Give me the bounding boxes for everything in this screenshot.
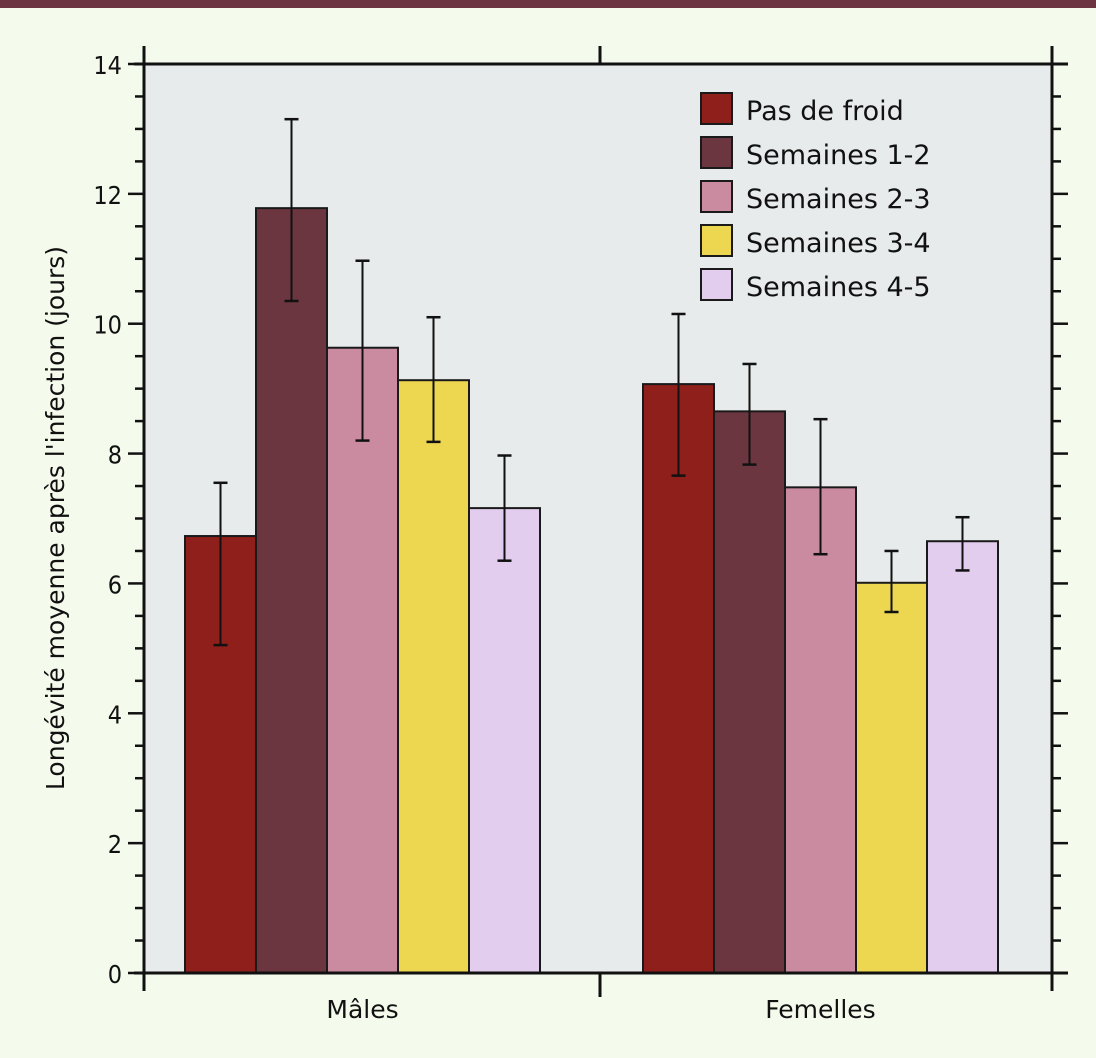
- y-tick-labels: 0 2 4 6 8 10 12 14: [93, 51, 122, 989]
- bar: [397, 379, 470, 974]
- bar: [255, 207, 328, 975]
- bar: [784, 486, 857, 974]
- legend-swatch: [700, 92, 733, 125]
- bars-group: [184, 207, 999, 975]
- legend-swatch: [700, 224, 733, 257]
- y-tick-label: 2: [108, 830, 122, 859]
- error-bars-group: [213, 117, 970, 647]
- bar: [926, 540, 999, 974]
- legend-label: Semaines 4-5: [746, 272, 931, 303]
- legend-label: Semaines 1-2: [746, 140, 931, 171]
- y-tick-label: 8: [108, 441, 122, 470]
- category-labels: Mâles Femelles: [326, 995, 875, 1024]
- y-tick-label: 12: [93, 181, 122, 210]
- y-axis-title: Longévité moyenne après l'infection (jou…: [41, 246, 70, 790]
- category-label: Femelles: [765, 995, 875, 1024]
- top-accent-bar: [0, 0, 1096, 8]
- bar: [468, 507, 541, 974]
- y-tick-label: 10: [93, 311, 122, 340]
- y-tick-label: 0: [108, 960, 122, 989]
- legend-label: Pas de froid: [746, 96, 904, 127]
- legend-swatch: [700, 136, 733, 169]
- y-tick-label: 14: [93, 51, 122, 80]
- y-tick-label: 4: [108, 700, 122, 729]
- bar: [855, 581, 928, 974]
- legend-swatch: [700, 268, 733, 301]
- bar: [326, 346, 399, 974]
- legend-label: Semaines 3-4: [746, 228, 931, 259]
- axes-group: [128, 46, 1068, 997]
- bar: [713, 410, 786, 974]
- category-label: Mâles: [326, 995, 398, 1024]
- y-tick-label: 6: [108, 570, 122, 599]
- legend-label: Semaines 2-3: [746, 184, 931, 215]
- legend: Pas de froid Semaines 1-2 Semaines 2-3 Sema…: [700, 92, 931, 303]
- legend-swatch: [700, 180, 733, 213]
